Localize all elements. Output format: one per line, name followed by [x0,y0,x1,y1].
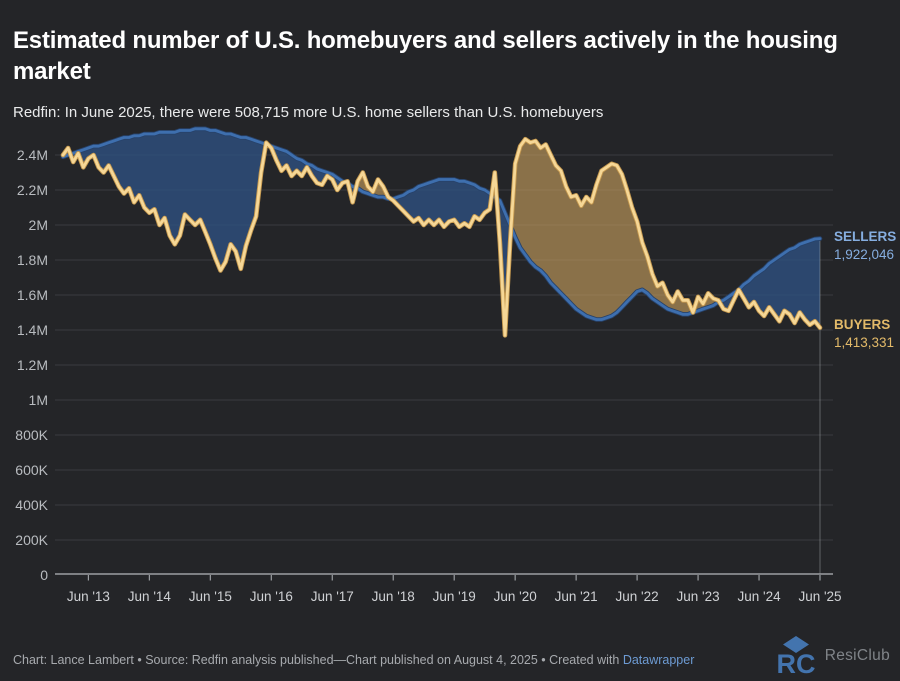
y-tick-label: 1M [29,392,48,408]
sellers-surplus-fill [390,179,492,227]
y-tick-label: 200K [15,532,48,548]
y-tick-label: 400K [15,497,48,513]
buyers-label: BUYERS [834,317,891,332]
x-tick-label: Jun '20 [494,589,537,604]
y-tick-label: 1.2M [17,357,48,373]
resiclub-logo-icon: RC [776,636,815,676]
x-tick-label: Jun '17 [311,589,354,604]
brand-name: ResiClub [824,647,890,664]
x-tick-label: Jun '22 [616,589,659,604]
y-tick-label: 2.2M [17,182,48,198]
sellers-surplus-fill [268,145,345,190]
chart-credits: Chart: Lance Lambert • Source: Redfin an… [13,653,753,667]
x-tick-label: Jun '16 [250,589,293,604]
buyers-end-annotation: BUYERS 1,413,331 [834,316,894,352]
sellers-surplus-fill [70,128,266,271]
page-title: Estimated number of U.S. homebuyers and … [13,27,838,86]
y-tick-label: 0 [40,567,48,583]
sellers-value: 1,922,046 [834,247,895,262]
sellers-label: SELLERS [834,229,897,244]
chart-subtitle: Redfin: In June 2025, there were 508,715… [13,104,604,121]
y-tick-label: 800K [15,427,48,443]
x-tick-label: Jun '14 [128,589,172,604]
y-tick-label: 2M [29,217,48,233]
resiclub-brand: RC ResiClub [774,635,890,677]
x-tick-label: Jun '24 [737,589,781,604]
x-tick-label: Jun '15 [189,589,232,604]
svg-text:RC: RC [776,649,815,676]
y-tick-label: 1.4M [17,322,48,338]
x-tick-label: Jun '18 [372,589,415,604]
y-tick-label: 600K [15,462,48,478]
y-tick-label: 1.8M [17,252,48,268]
sellers-surplus-fill [719,238,820,328]
buyers-value: 1,413,331 [834,335,895,350]
x-tick-label: Jun '13 [67,589,110,604]
datawrapper-link[interactable]: Datawrapper [622,653,695,667]
y-tick-label: 1.6M [17,287,48,303]
sellers-end-annotation: SELLERS 1,922,046 [834,228,896,264]
x-tick-label: Jun '23 [677,589,720,604]
x-tick-label: Jun '21 [555,589,598,604]
credit-text: Chart: Lance Lambert • Source: Redfin an… [13,653,623,667]
x-tick-label: Jun '25 [798,589,841,604]
x-tick-label: Jun '19 [433,589,476,604]
buyers-line [61,137,822,337]
y-tick-label: 2.4M [17,147,48,163]
